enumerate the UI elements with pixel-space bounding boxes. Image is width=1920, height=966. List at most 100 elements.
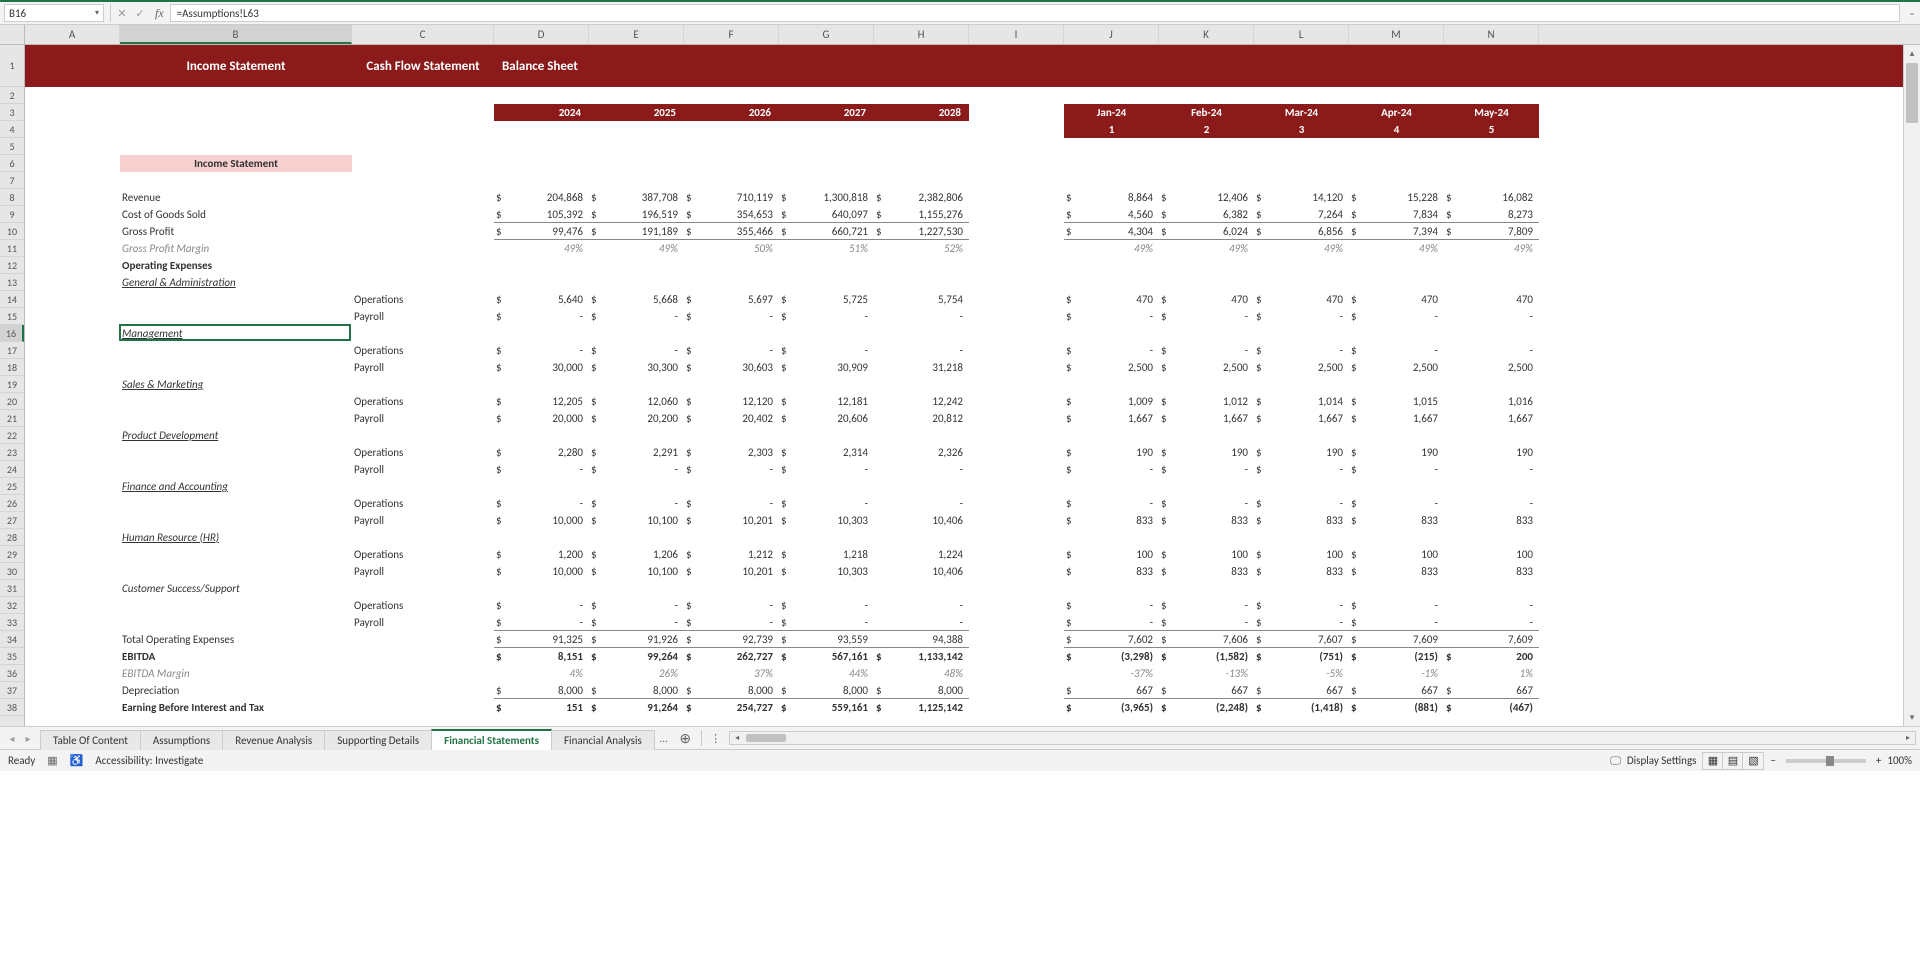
dollar-E26: $ [589, 495, 603, 512]
column-header-D[interactable]: D [494, 25, 589, 44]
formula-expand-icon[interactable]: ⌄ [1904, 8, 1920, 18]
column-header-L[interactable]: L [1254, 25, 1349, 44]
mdollar-J30: $ [1064, 563, 1078, 580]
tab-next-icon[interactable]: ▸ [20, 730, 36, 746]
row-header-30[interactable]: 30 [0, 563, 24, 580]
row-header-36[interactable]: 36 [0, 665, 24, 682]
row-header-24[interactable]: 24 [0, 461, 24, 478]
row-header-1[interactable]: 1 [0, 45, 24, 87]
row-header-9[interactable]: 9 [0, 206, 24, 223]
row-header-8[interactable]: 8 [0, 189, 24, 206]
row-header-10[interactable]: 10 [0, 223, 24, 240]
display-settings-icon[interactable]: 🖵 [1610, 754, 1621, 768]
cancel-icon[interactable]: ✕ [113, 4, 131, 22]
row-header-21[interactable]: 21 [0, 410, 24, 427]
scroll-right-icon[interactable]: ▸ [1901, 732, 1915, 744]
vertical-scrollbar[interactable]: ▴ ▾ [1903, 45, 1920, 726]
horizontal-scrollbar[interactable]: ◂ ▸ [729, 731, 1916, 745]
row-header-23[interactable]: 23 [0, 444, 24, 461]
row-header-35[interactable]: 35 [0, 648, 24, 665]
label-b-r21 [120, 410, 352, 427]
name-box-dropdown-icon[interactable]: ▾ [95, 8, 99, 18]
row-header-3[interactable]: 3 [0, 104, 24, 121]
row-header-13[interactable]: 13 [0, 274, 24, 291]
scroll-left-icon[interactable]: ◂ [730, 732, 744, 744]
formula-input[interactable]: =Assumptions!L63 [170, 4, 1900, 22]
row-header-16[interactable]: 16 [0, 325, 24, 342]
row-header-5[interactable]: 5 [0, 138, 24, 155]
row-header-18[interactable]: 18 [0, 359, 24, 376]
row-header-28[interactable]: 28 [0, 529, 24, 546]
row-header-14[interactable]: 14 [0, 291, 24, 308]
status-accessibility[interactable]: Accessibility: Investigate [95, 754, 203, 767]
tab-divider-icon[interactable]: ⋮ [706, 732, 725, 745]
status-zoom[interactable]: 100% [1887, 754, 1912, 767]
row-header-29[interactable]: 29 [0, 546, 24, 563]
tab-financial-statements[interactable]: Financial Statements [431, 729, 552, 750]
column-header-J[interactable]: J [1064, 25, 1159, 44]
zoom-thumb[interactable] [1826, 756, 1834, 766]
name-box[interactable]: B16 ▾ [4, 4, 104, 22]
row-header-7[interactable]: 7 [0, 172, 24, 189]
row-header-38[interactable]: 38 [0, 699, 24, 716]
column-header-B[interactable]: B [120, 25, 352, 44]
view-break-icon[interactable]: ▧ [1743, 753, 1763, 769]
row-header-15[interactable]: 15 [0, 308, 24, 325]
row-header-20[interactable]: 20 [0, 393, 24, 410]
row-header-25[interactable]: 25 [0, 478, 24, 495]
row-header-22[interactable]: 22 [0, 427, 24, 444]
view-layout-icon[interactable]: ▤ [1723, 753, 1743, 769]
scroll-up-icon[interactable]: ▴ [1904, 45, 1920, 62]
row-header-17[interactable]: 17 [0, 342, 24, 359]
row-header-27[interactable]: 27 [0, 512, 24, 529]
enter-icon[interactable]: ✓ [131, 4, 149, 22]
label-c-r11 [352, 240, 494, 257]
tabs-more-icon[interactable]: … [654, 732, 674, 745]
column-header-N[interactable]: N [1444, 25, 1539, 44]
column-header-M[interactable]: M [1349, 25, 1444, 44]
tab-assumptions[interactable]: Assumptions [140, 730, 223, 750]
column-header-G[interactable]: G [779, 25, 874, 44]
zoom-out-icon[interactable]: − [1770, 754, 1775, 767]
column-header-I[interactable]: I [969, 25, 1064, 44]
select-all-corner[interactable] [0, 25, 25, 44]
row-header-4[interactable]: 4 [0, 121, 24, 138]
zoom-in-icon[interactable]: + [1876, 754, 1881, 767]
hscroll-thumb[interactable] [746, 734, 786, 742]
row-header-32[interactable]: 32 [0, 597, 24, 614]
row-header-34[interactable]: 34 [0, 631, 24, 648]
header-income-statement[interactable]: Income Statement [120, 59, 352, 74]
column-header-E[interactable]: E [589, 25, 684, 44]
row-header-11[interactable]: 11 [0, 240, 24, 257]
column-header-K[interactable]: K [1159, 25, 1254, 44]
row-header-31[interactable]: 31 [0, 580, 24, 597]
macro-record-icon[interactable]: ▦ [47, 754, 57, 767]
tab-add-icon[interactable]: ⊕ [673, 730, 697, 747]
scroll-down-icon[interactable]: ▾ [1904, 709, 1920, 726]
row-header-6[interactable]: 6 [0, 155, 24, 172]
column-header-F[interactable]: F [684, 25, 779, 44]
row-header-33[interactable]: 33 [0, 614, 24, 631]
header-cash-flow[interactable]: Cash Flow Statement [352, 59, 494, 74]
row-header-19[interactable]: 19 [0, 376, 24, 393]
header-balance-sheet[interactable]: Balance Sheet [494, 59, 1539, 74]
tab-prev-icon[interactable]: ◂ [4, 730, 20, 746]
column-header-A[interactable]: A [25, 25, 120, 44]
tab-table-of-content[interactable]: Table Of Content [40, 730, 141, 750]
tab-financial-analysis[interactable]: Financial Analysis [551, 730, 655, 750]
scroll-thumb[interactable] [1906, 63, 1918, 123]
tab-supporting-details[interactable]: Supporting Details [324, 730, 432, 750]
tab-revenue-analysis[interactable]: Revenue Analysis [222, 730, 325, 750]
fx-icon[interactable]: fx [155, 6, 164, 21]
view-normal-icon[interactable]: ▦ [1703, 753, 1723, 769]
column-header-C[interactable]: C [352, 25, 494, 44]
column-header-H[interactable]: H [874, 25, 969, 44]
row-header-37[interactable]: 37 [0, 682, 24, 699]
accessibility-icon[interactable]: ♿ [70, 754, 84, 767]
row-header-2[interactable]: 2 [0, 87, 24, 104]
row-header-12[interactable]: 12 [0, 257, 24, 274]
status-display-settings[interactable]: Display Settings [1627, 754, 1697, 767]
zoom-slider[interactable] [1786, 759, 1866, 763]
row-header-26[interactable]: 26 [0, 495, 24, 512]
cells-grid[interactable]: Income StatementCash Flow StatementBalan… [25, 45, 1920, 726]
